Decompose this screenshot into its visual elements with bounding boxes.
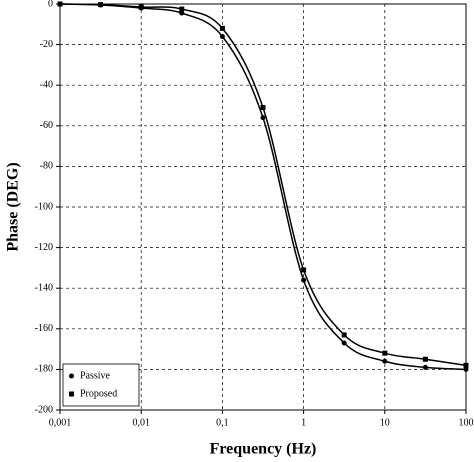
marker — [57, 1, 63, 7]
legend-box — [62, 363, 140, 407]
x-tick-label: 0,01 — [132, 417, 150, 428]
marker — [422, 364, 428, 370]
marker — [301, 267, 307, 273]
legend-label: Passive — [80, 370, 111, 381]
marker — [138, 4, 144, 10]
marker — [260, 115, 266, 121]
series-line — [59, 3, 467, 371]
x-axis-label: Frequency (Hz) — [210, 441, 317, 458]
marker — [301, 277, 307, 283]
marker — [219, 33, 225, 39]
y-tick-label: -20 — [40, 39, 53, 50]
plot-frame — [59, 3, 467, 411]
marker — [179, 10, 185, 16]
y-tick-label: -100 — [35, 201, 53, 212]
x-tick-label: 0,1 — [216, 417, 229, 428]
x-tick-label: 1 — [301, 417, 306, 428]
y-tick-label: 0 — [48, 0, 53, 9]
marker — [463, 366, 469, 372]
marker — [463, 362, 469, 368]
series-line — [59, 3, 467, 367]
marker — [179, 6, 185, 12]
y-tick-label: -80 — [40, 161, 53, 172]
y-axis-label: Phase (DEG) — [5, 162, 22, 251]
x-tick-label: 10 — [380, 417, 390, 428]
marker — [98, 2, 104, 8]
x-tick-label: 0,001 — [49, 417, 72, 428]
y-tick-label: -60 — [40, 120, 53, 131]
y-tick-label: -140 — [35, 282, 53, 293]
y-tick-label: -120 — [35, 242, 53, 253]
marker — [422, 356, 428, 362]
y-tick-label: -180 — [35, 364, 53, 375]
marker — [341, 340, 347, 346]
marker — [260, 105, 266, 111]
y-tick-label: -40 — [40, 79, 53, 90]
marker — [341, 332, 347, 338]
x-tick-label: 100 — [459, 417, 474, 428]
y-tick-label: -160 — [35, 323, 53, 334]
y-tick-label: -200 — [35, 404, 53, 415]
marker — [382, 358, 388, 364]
legend-label: Proposed — [80, 388, 117, 399]
legend-marker — [69, 391, 74, 397]
marker — [382, 350, 388, 356]
marker — [219, 25, 225, 31]
legend-marker — [69, 373, 74, 379]
